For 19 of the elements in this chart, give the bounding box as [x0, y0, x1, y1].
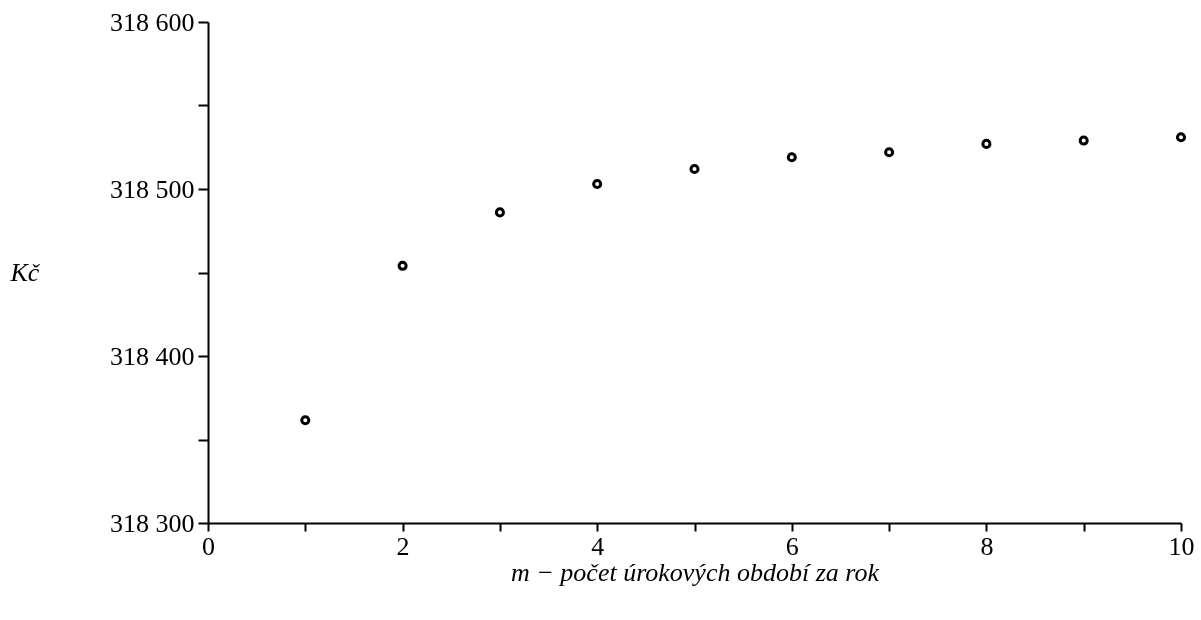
point: [592, 178, 603, 190]
point: [494, 207, 505, 218]
y-tick-label: 318 300: [110, 508, 195, 538]
point: [397, 260, 408, 271]
point: [786, 152, 797, 163]
y-tick-label: 318 600: [110, 7, 195, 37]
x-tick-label: 10: [1168, 531, 1195, 561]
x-tick-label: 0: [202, 531, 215, 561]
point: [1078, 135, 1089, 146]
x-tick-label: 2: [396, 531, 410, 561]
point: [689, 163, 700, 174]
y-axis-title: Kč: [9, 257, 41, 287]
x-tick-label: 8: [980, 531, 994, 561]
point: [884, 147, 895, 158]
point: [1175, 132, 1187, 143]
point: [981, 138, 992, 149]
y-tick-label: 318 400: [110, 341, 195, 371]
y-tick-label: 318 500: [110, 174, 195, 204]
point: [300, 415, 311, 426]
